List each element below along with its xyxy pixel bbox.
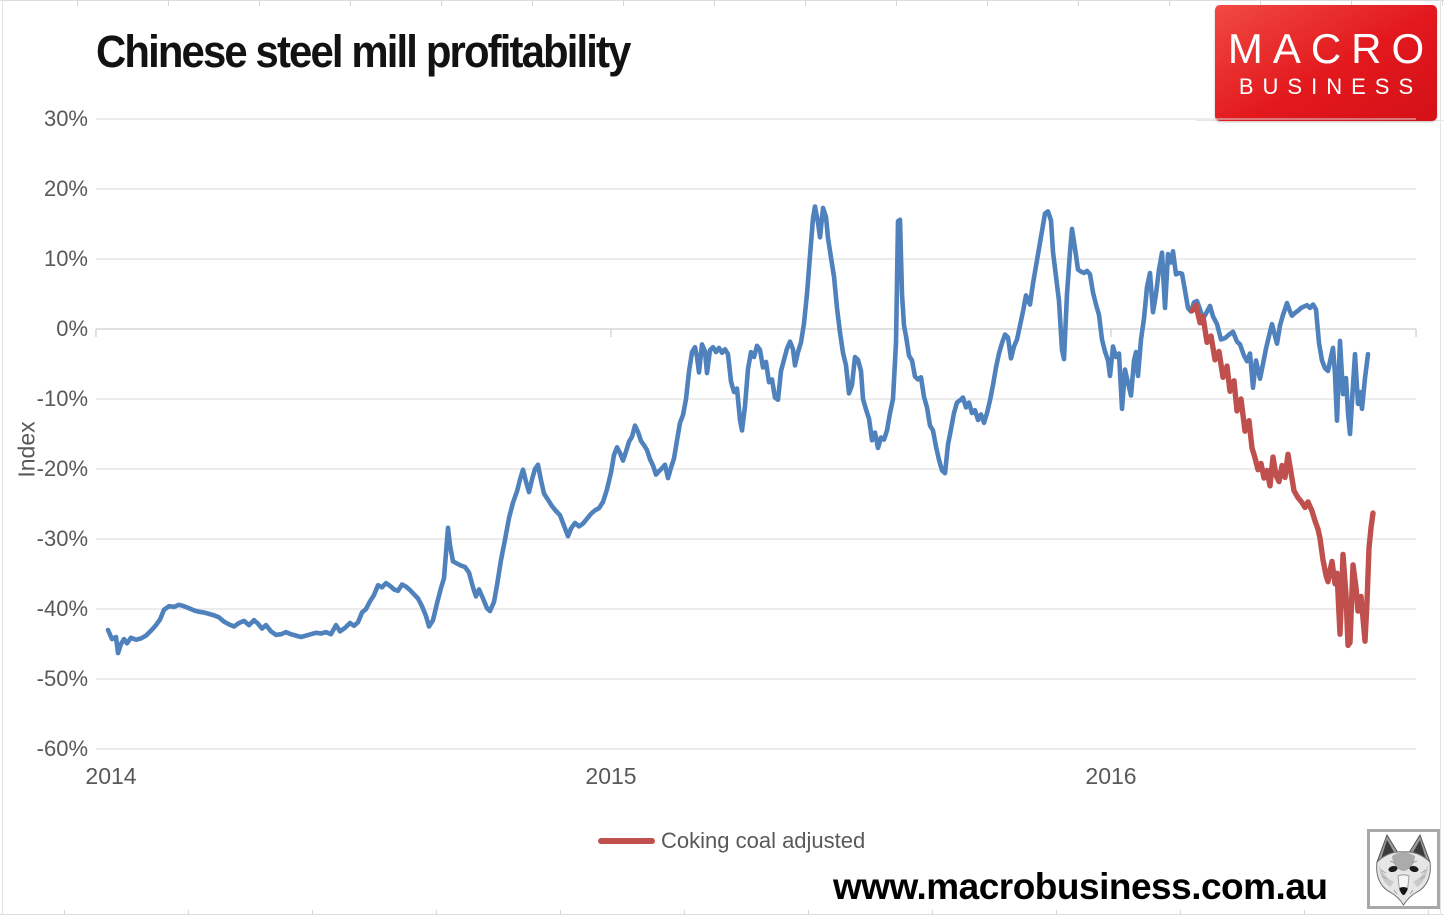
y-axis-label: -40% bbox=[36, 596, 88, 621]
gridlines bbox=[96, 118, 1416, 750]
red-series-line bbox=[1189, 302, 1376, 649]
logo-text-macro: MACRO bbox=[1227, 25, 1435, 72]
spreadsheet-cell-border-top bbox=[0, 0, 1444, 6]
x-axis-label: 2015 bbox=[585, 763, 637, 789]
y-axis-label: -60% bbox=[36, 736, 88, 761]
y-axis-label: -10% bbox=[36, 386, 88, 411]
y-axis-label: 20% bbox=[43, 176, 88, 201]
spreadsheet-cell-border-left bbox=[2, 0, 3, 915]
y-axis-label: 30% bbox=[43, 106, 88, 131]
fox-icon bbox=[1370, 832, 1437, 906]
legend-swatch-coking-coal bbox=[598, 838, 655, 844]
y-axis-label: -30% bbox=[36, 526, 88, 551]
y-axis-label: -50% bbox=[36, 666, 88, 691]
logo-text-business: BUSINESS bbox=[1238, 74, 1423, 99]
x-axis-tick-marks bbox=[95, 329, 1417, 337]
series-lines bbox=[105, 204, 1376, 656]
website-watermark: www.macrobusiness.com.au bbox=[833, 866, 1328, 907]
chart-title: Chinese steel mill profitability bbox=[96, 26, 631, 77]
blue-series-line bbox=[105, 204, 1371, 656]
legend-label-coking-coal: Coking coal adjusted bbox=[661, 828, 866, 853]
x-axis-label: 2016 bbox=[1085, 763, 1137, 789]
y-axis-label: -20% bbox=[36, 456, 88, 481]
y-axis-label: 0% bbox=[56, 316, 88, 341]
y-axis-label: 10% bbox=[43, 246, 88, 271]
x-axis-label: 2014 bbox=[85, 763, 137, 789]
fox-logo-box bbox=[1367, 829, 1440, 909]
spreadsheet-cell-border-right bbox=[1440, 0, 1441, 915]
macrobusiness-logo: MACRO BUSINESS bbox=[1215, 5, 1437, 121]
